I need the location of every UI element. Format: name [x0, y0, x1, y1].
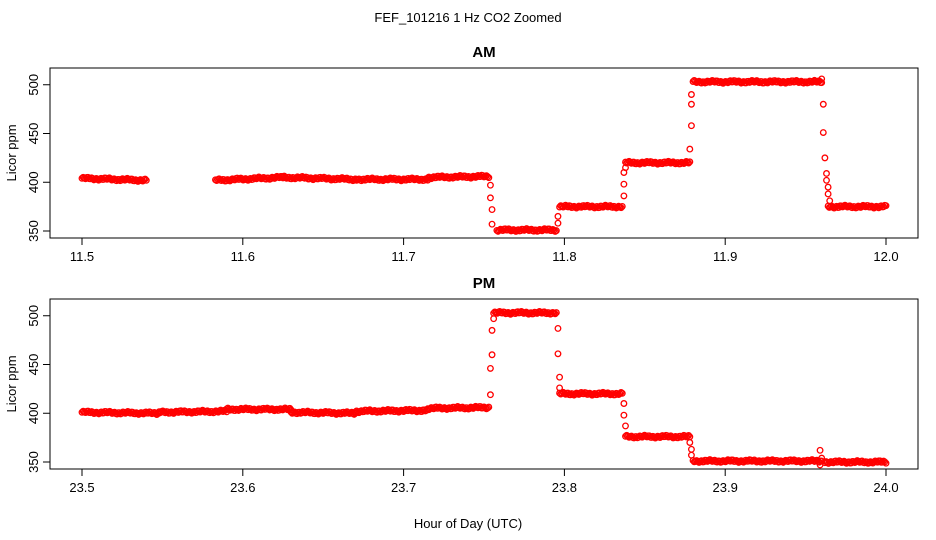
data-point — [552, 227, 560, 235]
panel-pm: PM 23.5 23.6 23.7 23.8 23.9 24.0 350 400 450 500 Li… — [4, 275, 919, 495]
data-point — [552, 309, 560, 317]
data-point — [871, 203, 879, 211]
data-point — [818, 454, 826, 462]
data-point — [554, 350, 562, 358]
data-point — [554, 212, 562, 220]
data-point — [484, 173, 492, 181]
x-tick-label: 11.8 — [552, 249, 576, 264]
data-point — [816, 461, 824, 469]
data-point — [686, 145, 694, 153]
data-point — [486, 194, 494, 202]
data-point — [488, 206, 496, 213]
y-axis-label: Licor ppm — [4, 124, 19, 181]
y-tick-label: 450 — [26, 354, 41, 376]
data-point — [687, 451, 695, 459]
data-point — [816, 446, 824, 454]
x-tick-label: 11.9 — [713, 249, 737, 264]
data-point — [824, 183, 832, 191]
data-point — [881, 458, 889, 466]
figure-title: FEF_101216 1 Hz CO2 Zoomed — [374, 10, 561, 25]
data-point — [485, 174, 493, 182]
y-tick-label: 350 — [26, 220, 41, 242]
data-point — [135, 177, 143, 185]
x-tick-label: 24.0 — [873, 480, 898, 495]
data-point — [823, 176, 830, 184]
x-tick-label: 23.7 — [391, 480, 416, 495]
data-point — [622, 422, 629, 430]
data-point — [556, 373, 564, 381]
data-point — [620, 192, 628, 200]
data-point — [620, 180, 628, 188]
x-tick-label: 23.5 — [69, 480, 94, 495]
data-point — [486, 391, 494, 399]
data-point — [554, 219, 562, 227]
data-point — [681, 432, 689, 440]
data-point — [485, 403, 493, 411]
data-point — [620, 411, 628, 419]
y-tick-label: 400 — [26, 402, 41, 424]
data-point — [620, 400, 628, 407]
data-point — [614, 390, 621, 398]
y-tick-label: 400 — [26, 171, 41, 193]
data-point — [818, 79, 826, 87]
figure-x-axis-label: Hour of Day (UTC) — [414, 516, 522, 531]
data-point — [617, 204, 625, 212]
data-point — [686, 439, 694, 446]
data-point — [618, 202, 626, 210]
data-point — [486, 364, 494, 372]
panel-title: AM — [472, 44, 495, 61]
data-point — [484, 404, 492, 412]
x-tick-label: 11.7 — [391, 249, 415, 264]
data-point — [818, 75, 826, 83]
data-point — [141, 175, 149, 183]
data-point — [687, 100, 695, 108]
data-point — [819, 129, 827, 136]
y-tick-label: 450 — [26, 123, 41, 145]
data-point — [878, 458, 886, 466]
x-tick-label: 12.0 — [873, 249, 898, 264]
data-point — [823, 170, 830, 177]
data-point — [551, 310, 559, 318]
data-point — [554, 324, 562, 332]
data-point — [687, 91, 695, 98]
y-tick-label: 500 — [26, 74, 41, 96]
data-point — [618, 389, 626, 397]
data-point — [622, 164, 629, 172]
x-tick-label: 23.8 — [552, 480, 577, 495]
x-tick-label: 23.9 — [713, 480, 738, 495]
data-point — [488, 351, 496, 359]
data-point — [490, 315, 498, 323]
panel-title: PM — [473, 275, 496, 292]
data-point — [736, 458, 744, 466]
x-tick-label: 23.6 — [230, 480, 255, 495]
data-point — [826, 197, 834, 205]
data-point — [882, 202, 890, 210]
data-points — [78, 307, 890, 469]
data-point — [686, 158, 694, 166]
data-point — [685, 431, 693, 439]
x-tick-label: 11.5 — [70, 249, 94, 264]
data-point — [488, 326, 496, 334]
data-point — [819, 100, 827, 108]
panel-am: AM 11.5 11.6 11.7 11.8 11.9 12.0 350 400 450 500 Li… — [4, 44, 919, 264]
data-point — [556, 384, 564, 392]
data-point — [488, 220, 496, 228]
y-tick-label: 350 — [26, 451, 41, 473]
data-point — [687, 122, 695, 130]
x-tick-label: 11.6 — [231, 249, 255, 264]
data-point — [824, 190, 832, 198]
data-point — [486, 181, 494, 189]
data-point — [142, 176, 150, 184]
data-point — [685, 159, 693, 167]
data-point — [616, 390, 624, 398]
data-point — [681, 159, 689, 167]
data-points — [78, 75, 890, 235]
data-point — [821, 154, 829, 162]
data-point — [882, 459, 890, 467]
data-point — [749, 77, 757, 85]
y-tick-label: 500 — [26, 305, 41, 327]
y-axis-label: Licor ppm — [4, 355, 19, 412]
